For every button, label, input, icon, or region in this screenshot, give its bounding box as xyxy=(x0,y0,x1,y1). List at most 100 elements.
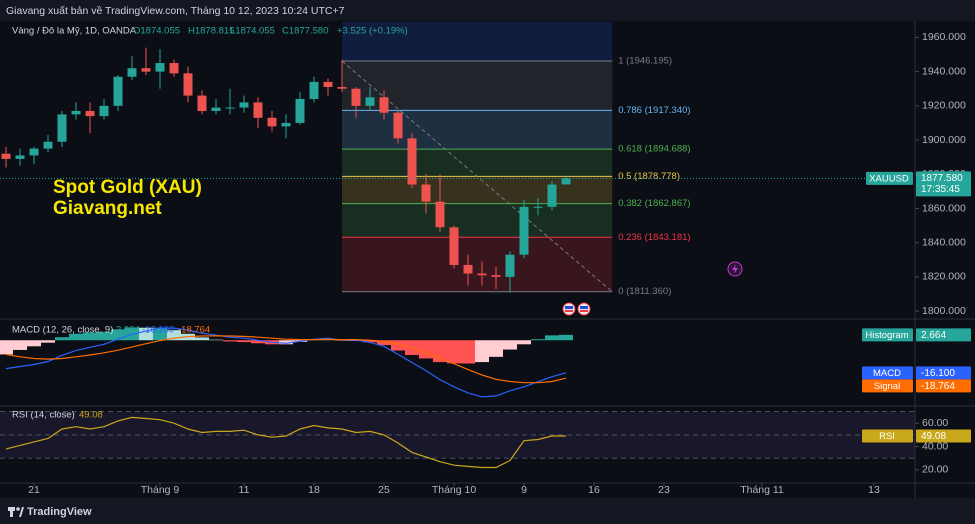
logo-part xyxy=(10,507,13,517)
candle-body xyxy=(365,97,375,106)
series-name-tag xyxy=(862,379,913,393)
candle-body xyxy=(15,155,25,159)
x-tick-label: 9 xyxy=(521,484,527,496)
candle-body xyxy=(253,102,263,118)
y-tick-label: 1960.000 xyxy=(922,31,966,43)
histogram-bar xyxy=(195,337,210,341)
bottom-bar xyxy=(0,498,975,524)
histogram-bar xyxy=(41,340,56,343)
macd-line xyxy=(5,335,567,384)
fib-zone xyxy=(342,149,613,177)
symbol-tag xyxy=(866,171,913,185)
histogram-bar xyxy=(391,340,406,351)
histogram-bar xyxy=(13,340,28,350)
price-tag xyxy=(916,328,971,342)
series-name-tag xyxy=(862,429,913,443)
series-name-tag-text: RSI xyxy=(879,431,895,442)
y-tick-label: 1840.000 xyxy=(922,236,966,248)
candle-body xyxy=(491,275,501,277)
rsi-line xyxy=(5,416,566,469)
histogram-bar xyxy=(237,340,252,343)
candle-body xyxy=(211,107,221,111)
fib-level-label: 1 (1946.195) xyxy=(618,56,672,67)
candle-body xyxy=(113,76,123,106)
series-name-tag-text: Histogram xyxy=(865,330,908,341)
candle-body xyxy=(435,201,445,228)
brand: TradingView xyxy=(27,506,92,518)
candle-body xyxy=(505,254,515,277)
candle-body xyxy=(547,184,557,207)
ohlc-low: L1874.055 xyxy=(230,26,275,37)
series-name-tag xyxy=(862,366,913,380)
candle-body xyxy=(71,110,81,115)
annotation: Giavang.net xyxy=(53,198,162,219)
x-tick-label: 23 xyxy=(658,484,670,496)
x-tick-label: Tháng 10 xyxy=(432,484,477,496)
y-tick-label: 60.00 xyxy=(922,417,948,429)
price-tag xyxy=(916,379,971,393)
histogram-bar xyxy=(167,330,182,341)
histogram-bar xyxy=(488,340,503,357)
histogram-bar xyxy=(516,340,531,345)
fib-level-label: 0.236 (1843.181) xyxy=(618,232,690,243)
price-tag-text: -18.764 xyxy=(921,381,955,392)
candle-body xyxy=(421,184,431,202)
ohlc-high: H1878.815 xyxy=(188,26,234,37)
histogram-bar xyxy=(460,340,475,364)
event-flags xyxy=(562,261,743,316)
series-name-tag-text: Signal xyxy=(874,381,900,392)
candle-body xyxy=(239,102,249,108)
candle-body xyxy=(351,88,361,106)
candle-body xyxy=(463,264,473,274)
histogram-bar xyxy=(83,332,98,341)
candle-body xyxy=(169,63,179,74)
flag-part xyxy=(580,310,588,312)
y-tick-label: 1800.000 xyxy=(922,305,966,317)
macd-legend-value: -18.764 xyxy=(178,325,210,336)
histogram-bar xyxy=(377,340,392,346)
y-tick-label: 1920.000 xyxy=(922,100,966,112)
price-tag-text: -16.100 xyxy=(921,368,955,379)
symbol-legend: Vàng / Đô la Mỹ, 1D, OANDA xyxy=(12,26,137,37)
histogram-bar xyxy=(279,340,294,345)
macd-legend-value: 2.664 xyxy=(116,325,140,336)
fib-zone xyxy=(342,237,613,292)
candle-body xyxy=(43,141,53,149)
fib-zone xyxy=(342,203,613,238)
candle-body xyxy=(197,95,207,111)
fib-level-label: 0.618 (1894.688) xyxy=(618,144,690,155)
x-tick-label: 18 xyxy=(308,484,320,496)
candle-body xyxy=(379,97,389,113)
candle-body xyxy=(337,87,347,89)
candle-body xyxy=(1,153,11,159)
histogram-bar xyxy=(111,329,126,341)
macd-legend: MACD (12, 26, close, 9) xyxy=(12,325,113,336)
ohlc-close: C1877.580 xyxy=(282,26,328,37)
y-tick-label: 20.00 xyxy=(922,464,948,476)
series-name-tag xyxy=(862,328,913,342)
annotation: Spot Gold (XAU) xyxy=(53,177,202,198)
fib-extension-zone xyxy=(342,22,613,62)
fib-zone xyxy=(342,110,613,150)
candle-body xyxy=(29,148,39,156)
ohlc-change: +3.525 (+0.19%) xyxy=(337,26,408,37)
logo-part xyxy=(16,507,20,511)
candle-body xyxy=(183,73,193,96)
candle-body xyxy=(85,110,95,117)
histogram-bar xyxy=(209,339,224,341)
price-tag xyxy=(916,366,971,380)
candle-body xyxy=(281,122,291,127)
countdown-text: 17:35:45 xyxy=(921,184,960,195)
price-tag xyxy=(916,429,971,443)
histogram-bar xyxy=(153,327,168,341)
candle-body xyxy=(533,206,543,208)
candle-body xyxy=(477,273,487,276)
fib-level-label: 0.382 (1862.867) xyxy=(618,198,690,209)
tradingview-logo xyxy=(8,507,24,517)
candle-body xyxy=(323,81,333,88)
flag-part xyxy=(565,310,573,312)
lightning xyxy=(732,264,738,274)
symbol-tag-text: XAUUSD xyxy=(869,173,909,184)
